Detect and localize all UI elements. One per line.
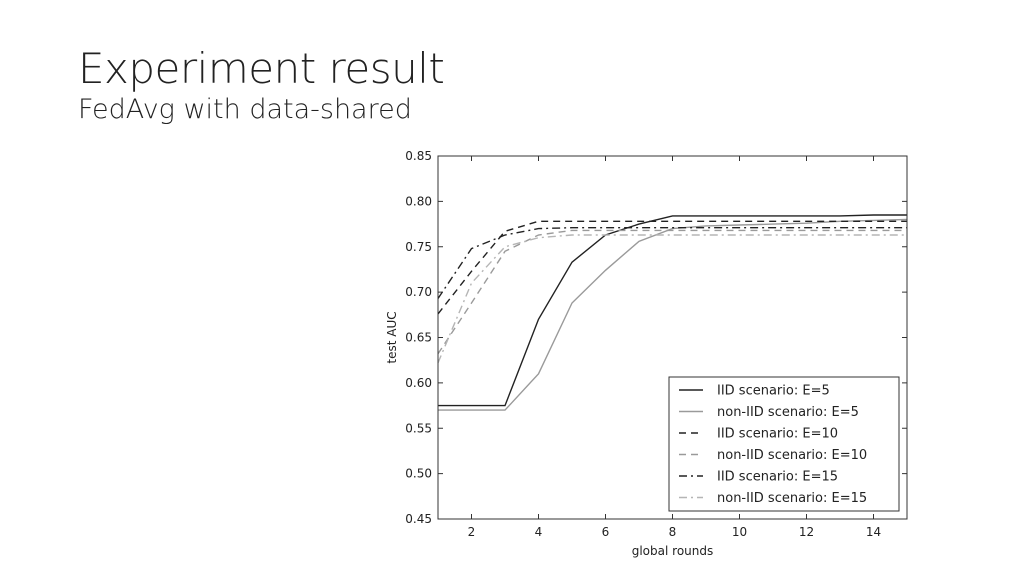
x-tick-label: 2 [468,525,476,539]
series-line-4 [437,229,907,355]
x-tick-label: 4 [535,525,543,539]
x-axis-label: global rounds [632,544,714,558]
legend-entry: non-IID scenario: E=15 [717,491,867,506]
y-tick-label: 0.55 [405,421,432,435]
series-line-1 [438,214,907,407]
legend-entry: non-IID scenario: E=5 [717,405,859,420]
x-tick-label: 8 [669,525,677,539]
x-tick-label: 10 [732,525,747,539]
plot-area [437,214,908,411]
series-line-2 [438,218,908,411]
series-line-5 [437,226,907,299]
legend-entry: non-IID scenario: E=10 [717,448,867,463]
y-tick-label: 0.65 [405,331,432,345]
legend: IID scenario: E=5 non-IID scenario: E=5 II… [668,376,900,512]
x-tick-label: 6 [602,525,610,539]
y-tick-label: 0.80 [405,194,432,208]
legend-entry: IID scenario: E=10 [717,427,838,442]
y-tick-label: 0.85 [405,149,432,163]
y-tick-label: 0.45 [405,512,432,526]
legend-box [668,376,900,512]
y-axis: 0.45 0.50 0.55 0.60 0.65 0.70 0.75 0.80 0.85 [405,149,907,526]
x-tick-label: 14 [866,525,881,539]
series-line-6 [437,234,907,364]
y-tick-label: 0.70 [405,285,432,299]
slide-title: Experiment result [78,44,445,93]
y-tick-label: 0.50 [405,467,432,481]
slide-subtitle: FedAvg with data-shared [78,94,412,125]
y-tick-label: 0.75 [405,240,432,254]
y-tick-label: 0.60 [405,376,432,390]
x-tick-label: 12 [799,525,814,539]
auc-line-chart: 2 4 6 8 10 12 14 0.450.500.550.600.650.700.750… [385,149,908,558]
legend-entry: IID scenario: E=15 [717,470,838,485]
x-axis: 2 4 6 8 10 12 14 [468,156,881,539]
legend-entry: IID scenario: E=5 [717,384,830,399]
y-axis-label: test AUC [385,311,399,363]
